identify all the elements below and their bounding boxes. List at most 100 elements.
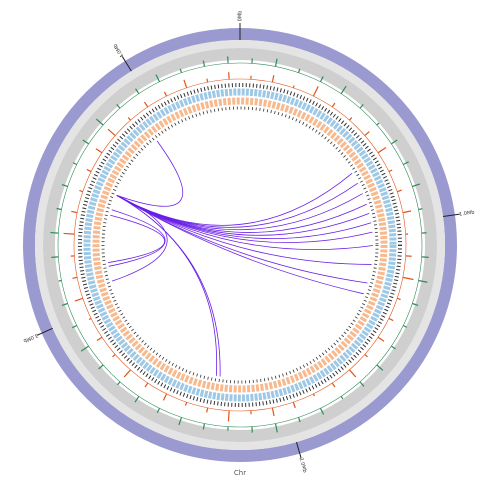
track-bar — [88, 317, 92, 321]
track-base — [57, 62, 423, 428]
track-bar — [58, 279, 62, 282]
track-bar — [331, 382, 336, 388]
track-bar — [271, 75, 275, 83]
track-bar — [123, 369, 131, 378]
track-bar — [96, 118, 104, 126]
gene-track — [101, 106, 379, 384]
track-bar — [112, 354, 116, 358]
track-bar — [144, 382, 149, 388]
track-bar — [274, 423, 278, 433]
track-bar — [50, 231, 59, 234]
track-bar — [71, 210, 78, 214]
track-bar — [376, 122, 380, 126]
track-bar — [72, 276, 78, 279]
track-bar — [206, 407, 209, 413]
track-bar — [183, 79, 188, 89]
track-bar — [143, 101, 149, 108]
track-bar — [163, 91, 168, 97]
track-bar — [402, 324, 408, 328]
track-bar — [184, 401, 188, 406]
tick — [36, 327, 53, 336]
outer-ring — [23, 28, 457, 462]
track-bar — [61, 302, 68, 306]
track-bar — [178, 417, 183, 426]
track-bar — [80, 345, 90, 352]
track-bar — [162, 393, 168, 401]
track-bar — [134, 395, 140, 403]
tick — [442, 213, 460, 217]
track-bar — [312, 86, 319, 97]
track-bar — [319, 76, 324, 83]
track-bar — [155, 74, 161, 83]
track-bar — [377, 146, 387, 154]
band — [35, 40, 445, 450]
track-bar — [127, 117, 131, 121]
link — [116, 194, 364, 295]
track-bar — [349, 117, 353, 121]
tick-label: 1.0Mb — [459, 210, 475, 218]
track-bar — [402, 161, 409, 166]
track-bar — [179, 68, 183, 73]
link — [108, 209, 166, 267]
gene-track — [83, 88, 397, 402]
track-bar — [61, 184, 68, 188]
track-bar — [274, 58, 278, 67]
track-bar — [107, 128, 116, 136]
tick — [295, 441, 302, 459]
track-bar — [364, 131, 370, 136]
track-bar — [297, 417, 301, 423]
track-bar — [349, 369, 357, 378]
track-base — [73, 78, 407, 412]
track-bar — [82, 139, 90, 145]
track-bar — [292, 85, 295, 89]
track-bar — [72, 162, 78, 166]
track-bar — [376, 364, 384, 371]
track-bar — [63, 232, 75, 235]
track-bar — [402, 276, 414, 281]
track-bar — [390, 345, 396, 350]
track-bar — [402, 210, 412, 214]
track-bar — [359, 104, 364, 109]
track-bar — [418, 279, 428, 283]
track-bar — [412, 183, 421, 188]
track-bar — [72, 324, 78, 329]
track-bar — [56, 207, 62, 211]
track-bar — [116, 104, 121, 109]
track-bar — [331, 102, 336, 108]
track-bar — [418, 208, 423, 211]
link — [108, 214, 165, 263]
band — [43, 48, 437, 442]
track-bar — [86, 168, 92, 173]
link — [116, 194, 374, 250]
link — [116, 173, 353, 226]
tick — [121, 56, 132, 72]
track-bar — [98, 364, 104, 370]
tick-label: 4.0Mb — [112, 42, 125, 58]
track-bar — [377, 336, 385, 342]
track-bar — [95, 148, 103, 154]
track-bar — [359, 381, 365, 387]
tick-label: 3.0Mb — [22, 332, 39, 344]
track-bar — [297, 68, 301, 73]
track-bar — [396, 297, 401, 301]
gene-track — [78, 83, 402, 407]
track-bar — [412, 302, 419, 306]
track-bar — [388, 317, 394, 322]
track-bar — [156, 407, 161, 413]
link — [111, 194, 168, 282]
axis-label: Chr — [234, 469, 246, 477]
track-bar — [202, 423, 206, 430]
gene-track — [92, 97, 388, 393]
track-bar — [74, 297, 84, 302]
track-bar — [116, 381, 121, 386]
link — [116, 194, 218, 376]
track-bar — [340, 395, 344, 400]
track-bar — [319, 407, 325, 415]
track-bar — [390, 139, 398, 145]
track-bar — [206, 78, 209, 83]
track-bar — [340, 85, 347, 95]
track-bar — [271, 407, 275, 417]
track-bar — [388, 169, 393, 173]
tick-label: 0Mb — [238, 11, 244, 22]
track-bar — [364, 354, 368, 358]
